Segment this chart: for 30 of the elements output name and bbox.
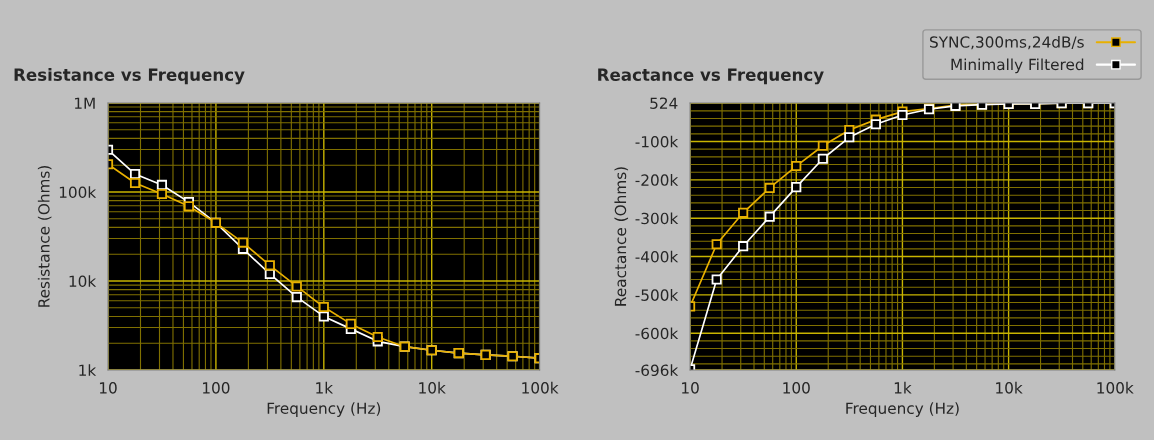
x-tick-label: 100	[203, 382, 230, 394]
x-tick-label: 1k	[894, 381, 912, 394]
y-tick-label: 1k	[79, 364, 97, 376]
y-tick-label: -300k	[635, 212, 679, 225]
x-axis-title: Frequency (Hz)	[846, 402, 959, 417]
chart-title: Reactance vs Frequency	[598, 68, 824, 85]
x-tick-label: 1k	[316, 381, 334, 394]
x-tick-label: 10	[682, 382, 699, 394]
x-tick-label: 10	[99, 382, 117, 394]
x-tick-label: 100k	[522, 381, 559, 394]
legend-label: Minimally Filtered	[951, 58, 1084, 74]
x-tick-label: 100k	[1097, 381, 1134, 394]
y-tick-label: -696k	[635, 364, 679, 377]
chart-title: Resistance vs Frequency	[14, 68, 245, 85]
y-tick-label: 524	[650, 97, 678, 109]
legend-label: SYNC,300ms,24dB/s	[930, 35, 1084, 50]
y-tick-label: -100k	[635, 135, 679, 148]
x-tick-label: 100	[783, 382, 810, 394]
y-axis-title: Resistance (Ohms)	[37, 165, 52, 307]
x-axis-title: Frequency (Hz)	[267, 402, 381, 417]
y-tick-label: -200k	[635, 174, 679, 186]
y-axis-title: Reactance (Ohms)	[614, 167, 629, 306]
y-tick-label: 1M	[74, 97, 95, 109]
y-tick-label: -500k	[635, 289, 679, 301]
y-tick-label: 100k	[59, 186, 97, 199]
y-tick-label: 10k	[69, 275, 97, 288]
x-tick-label: 10k	[996, 381, 1023, 394]
y-tick-label: -600k	[635, 327, 679, 340]
y-tick-label: -400k	[635, 250, 679, 263]
x-tick-label: 10k	[419, 381, 446, 394]
